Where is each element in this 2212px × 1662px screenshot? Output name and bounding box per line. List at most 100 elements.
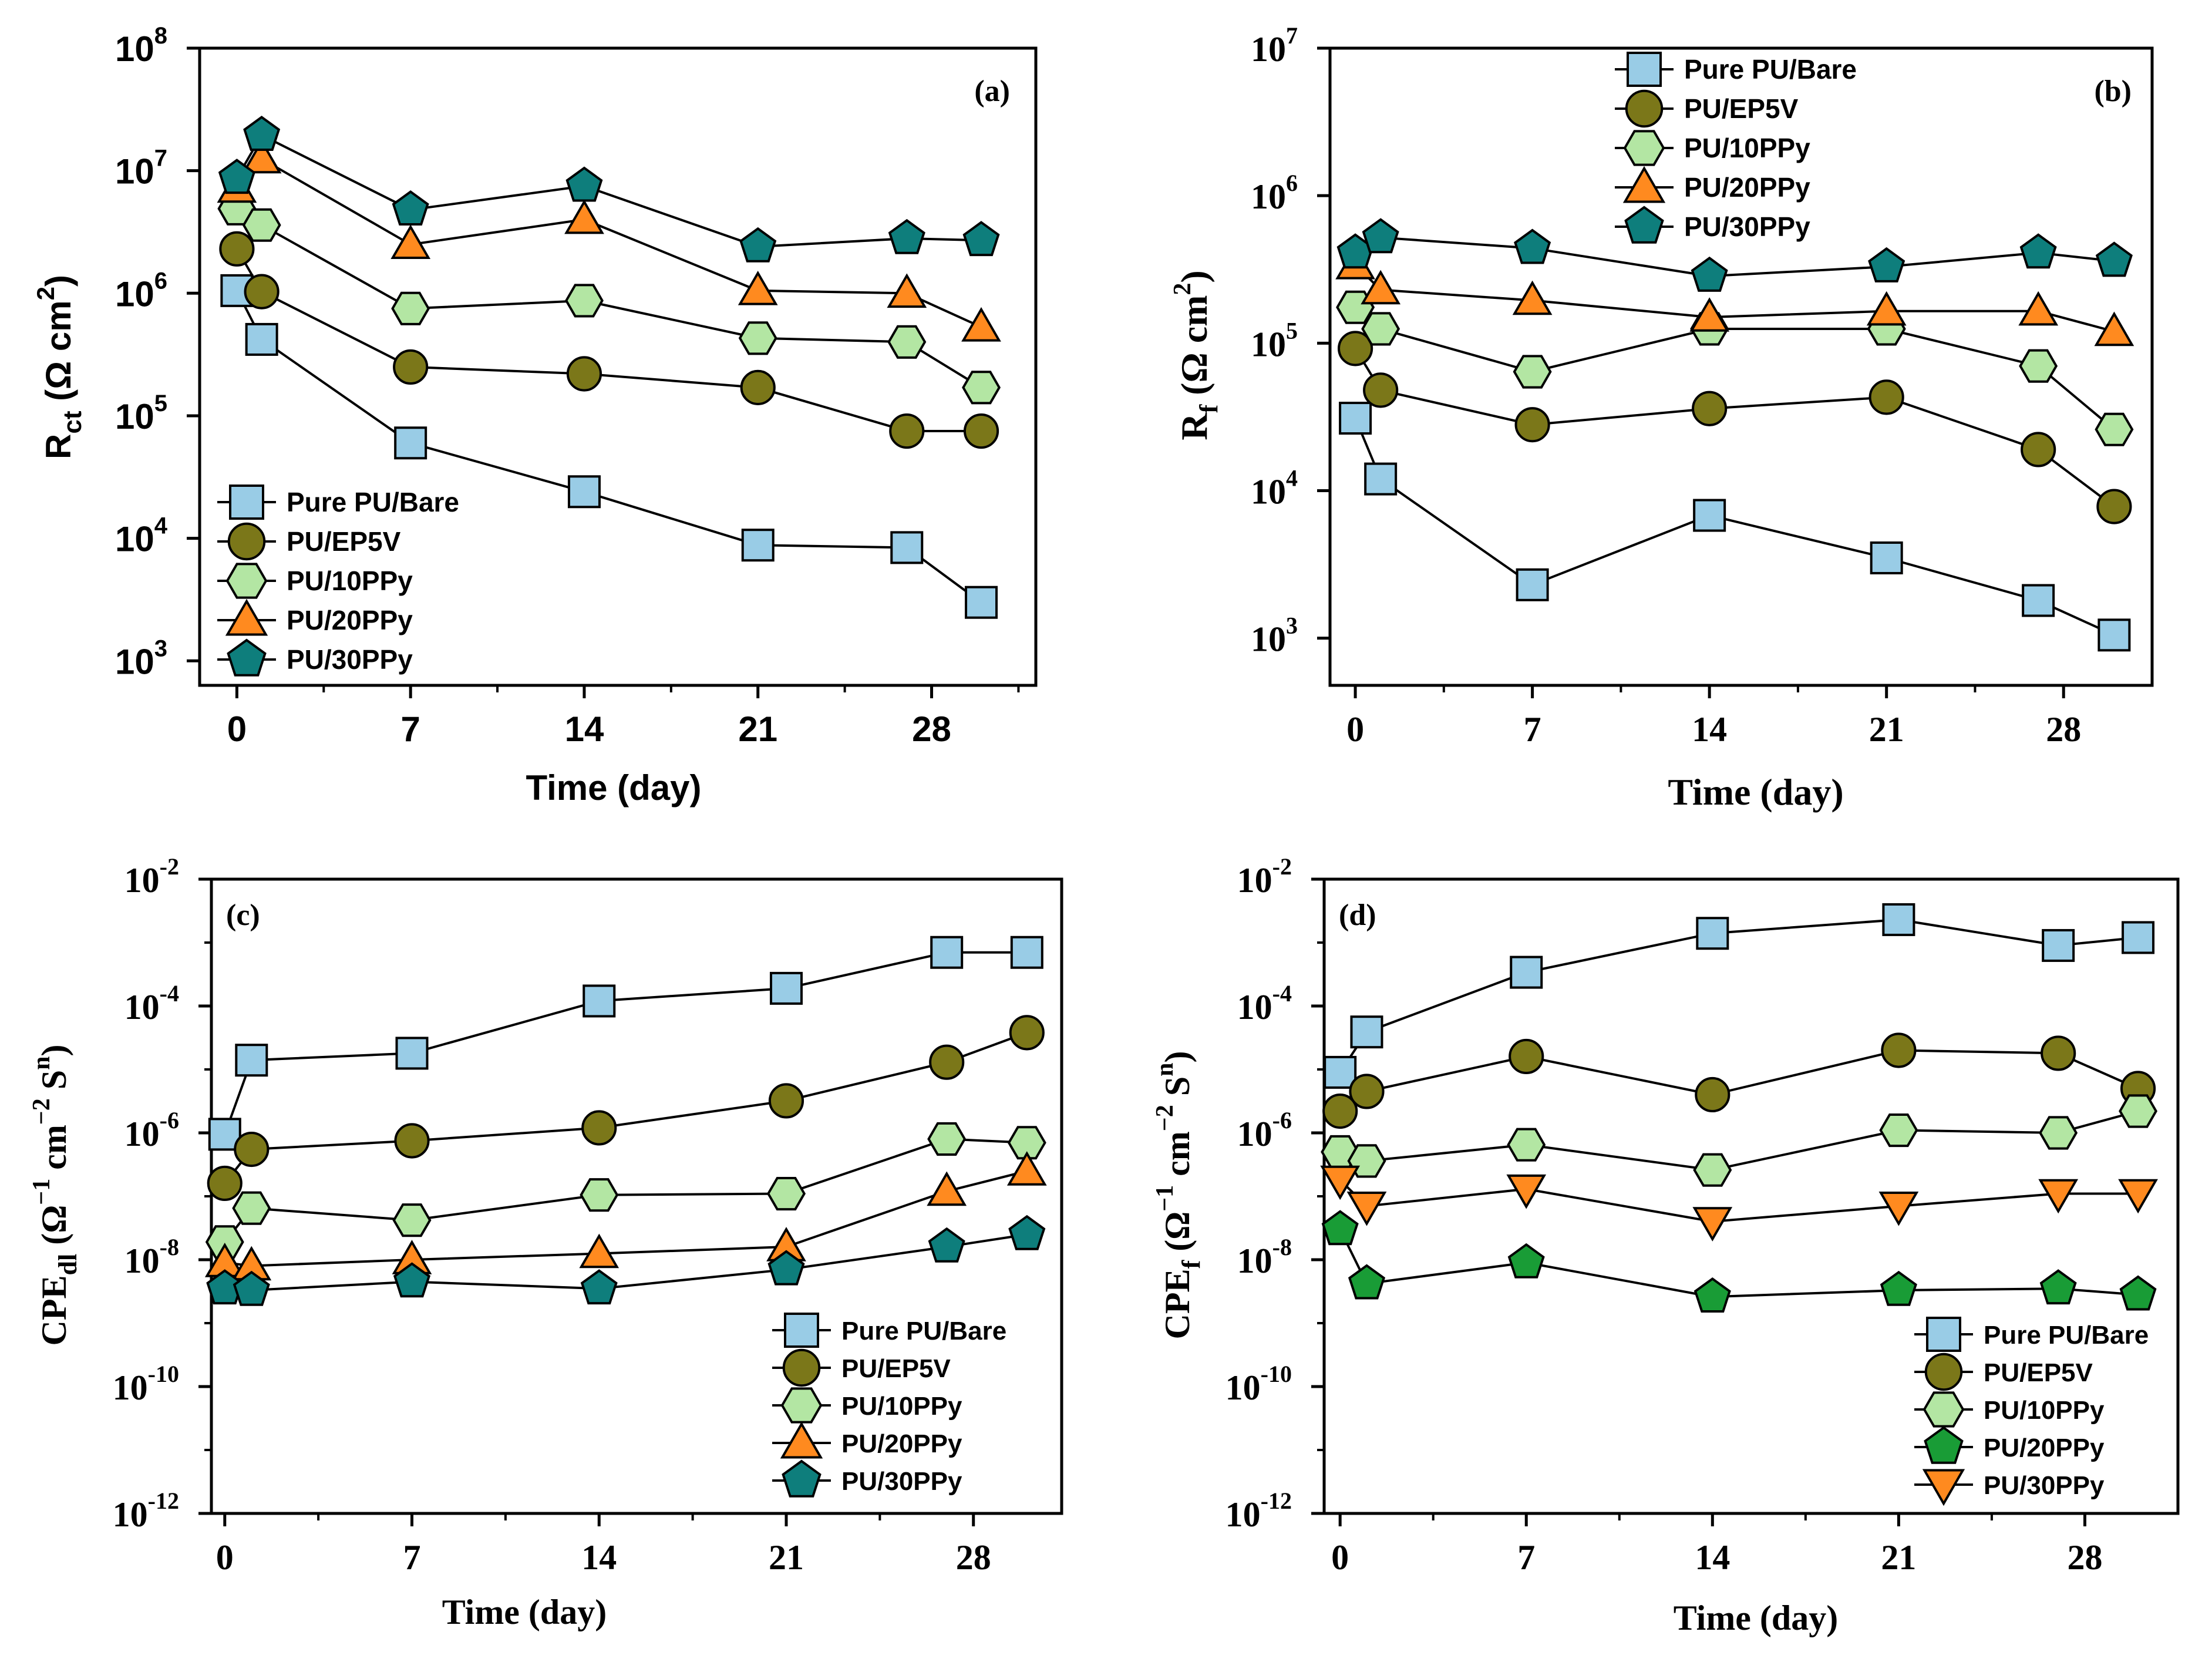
x-tick-label: 28 bbox=[2067, 1538, 2102, 1577]
legend-label: PU/30PPy bbox=[1984, 1471, 2105, 1500]
legend-item: PU/20PPy bbox=[1914, 1426, 2105, 1464]
data-point bbox=[1878, 1192, 1919, 1226]
y-tick-label: 108 bbox=[115, 23, 167, 69]
data-point bbox=[2119, 1094, 2158, 1128]
x-tick-label: 0 bbox=[1331, 1538, 1349, 1577]
data-point bbox=[1363, 372, 1399, 408]
series-line bbox=[235, 157, 982, 328]
legend-item: Pure PU/Bare bbox=[217, 485, 459, 520]
legend-marker bbox=[1922, 1469, 1965, 1506]
legend-marker bbox=[1923, 1391, 1965, 1428]
x-axis-label: Time (day) bbox=[442, 1593, 607, 1631]
legend-item: PU/EP5V bbox=[1914, 1353, 2093, 1391]
legend-item: Pure PU/Bare bbox=[772, 1313, 1006, 1348]
data-point bbox=[1514, 407, 1550, 443]
data-point bbox=[1349, 1074, 1385, 1109]
series-pu-20ppy bbox=[1335, 244, 2134, 346]
legend-label: Pure PU/Bare bbox=[1984, 1321, 2149, 1350]
data-point bbox=[1695, 1076, 1730, 1113]
y-tick-label: 10-6 bbox=[124, 1107, 179, 1153]
data-point bbox=[1008, 1214, 1046, 1250]
legend-marker bbox=[229, 485, 264, 520]
data-point bbox=[2038, 1179, 2079, 1214]
x-tick-label: 14 bbox=[565, 709, 604, 749]
legend-marker bbox=[225, 598, 268, 636]
panel-label: (d) bbox=[1339, 899, 1376, 932]
series-pu-30ppy-d- bbox=[1320, 1165, 2158, 1242]
data-point bbox=[769, 971, 803, 1005]
data-point bbox=[392, 190, 429, 226]
y-tick-label: 10-12 bbox=[1225, 1488, 1292, 1534]
data-point bbox=[1691, 256, 1728, 292]
data-point bbox=[2094, 311, 2134, 346]
legend-marker bbox=[227, 638, 267, 677]
x-tick-label: 0 bbox=[227, 709, 247, 749]
panel-a: 0 7 14 21 28 103 104 105 106 107 108 Time (day) Rct … bbox=[32, 23, 1038, 808]
data-point bbox=[241, 139, 282, 174]
data-point bbox=[741, 529, 775, 562]
data-point bbox=[219, 231, 255, 267]
data-point bbox=[2122, 921, 2155, 954]
plot-frame bbox=[1328, 46, 2154, 687]
data-point bbox=[580, 1269, 618, 1305]
series-pu-10ppy bbox=[1336, 290, 2134, 446]
series-pure-pu-bare bbox=[208, 936, 1043, 1151]
data-point bbox=[1689, 297, 1730, 332]
data-point bbox=[1007, 1126, 1046, 1160]
legend-item: PU/30PPy bbox=[217, 638, 413, 677]
data-point bbox=[888, 218, 925, 254]
legend-label: PU/10PPy bbox=[1984, 1396, 2105, 1425]
data-point bbox=[1512, 280, 1553, 315]
legend-label: PU/20PPy bbox=[1984, 1434, 2105, 1462]
series-pu-ep5v bbox=[1337, 331, 2132, 524]
data-point bbox=[890, 531, 924, 564]
data-point bbox=[579, 1233, 620, 1269]
x-tick-label: 28 bbox=[956, 1538, 991, 1577]
data-point bbox=[393, 349, 429, 385]
data-point bbox=[738, 271, 778, 305]
legend-marker bbox=[1625, 89, 1664, 128]
legend-item: PU/EP5V bbox=[217, 522, 401, 561]
data-point bbox=[1507, 1243, 1545, 1279]
data-point bbox=[1320, 1165, 1361, 1200]
data-point bbox=[2018, 291, 2059, 326]
y-axis-label: Rct (Ω cm2) bbox=[32, 275, 87, 459]
legend-marker bbox=[1924, 1426, 1964, 1464]
data-point bbox=[1510, 956, 1543, 989]
data-point bbox=[1350, 1015, 1383, 1049]
data-point bbox=[738, 321, 777, 355]
legend-label: PU/20PPy bbox=[1684, 172, 1810, 203]
data-point bbox=[1516, 568, 1549, 601]
legend: Pure PU/Bare PU/EP5V PU/10PPy PU/20PPy PU/30… bbox=[1914, 1317, 2149, 1506]
legend-label: Pure PU/Bare bbox=[1684, 54, 1857, 85]
data-point bbox=[395, 1037, 429, 1070]
series-line bbox=[1339, 918, 2139, 1074]
legend-item: PU/10PPy bbox=[217, 563, 413, 599]
panel-label: (a) bbox=[974, 75, 1010, 108]
series-pu-20ppy-d- bbox=[1321, 1210, 2157, 1313]
legend-marker bbox=[225, 563, 268, 599]
series-pu-20ppy bbox=[204, 1151, 1047, 1281]
data-point bbox=[235, 1044, 268, 1077]
data-point bbox=[962, 371, 1001, 405]
data-point bbox=[567, 475, 601, 509]
data-point bbox=[887, 325, 927, 359]
data-point bbox=[2119, 1275, 2157, 1311]
legend-marker bbox=[1627, 52, 1662, 87]
y-tick-label: 10-10 bbox=[113, 1361, 179, 1407]
data-point bbox=[1507, 1128, 1546, 1162]
y-tick-label: 103 bbox=[115, 635, 167, 681]
data-point bbox=[887, 273, 927, 308]
data-point bbox=[2095, 241, 2133, 277]
data-point bbox=[1509, 1038, 1544, 1075]
data-point bbox=[207, 1165, 243, 1202]
legend-label: PU/30PPy bbox=[1684, 211, 1810, 242]
panel-label: (b) bbox=[2094, 75, 2132, 108]
legend-label: PU/30PPy bbox=[841, 1467, 962, 1496]
legend-item: PU/10PPy bbox=[1914, 1391, 2105, 1428]
y-tick-label: 10-12 bbox=[113, 1488, 179, 1534]
x-tick-label: 21 bbox=[1869, 710, 1904, 749]
legend-item: Pure PU/Bare bbox=[1615, 52, 1857, 87]
data-point bbox=[1868, 379, 1904, 415]
